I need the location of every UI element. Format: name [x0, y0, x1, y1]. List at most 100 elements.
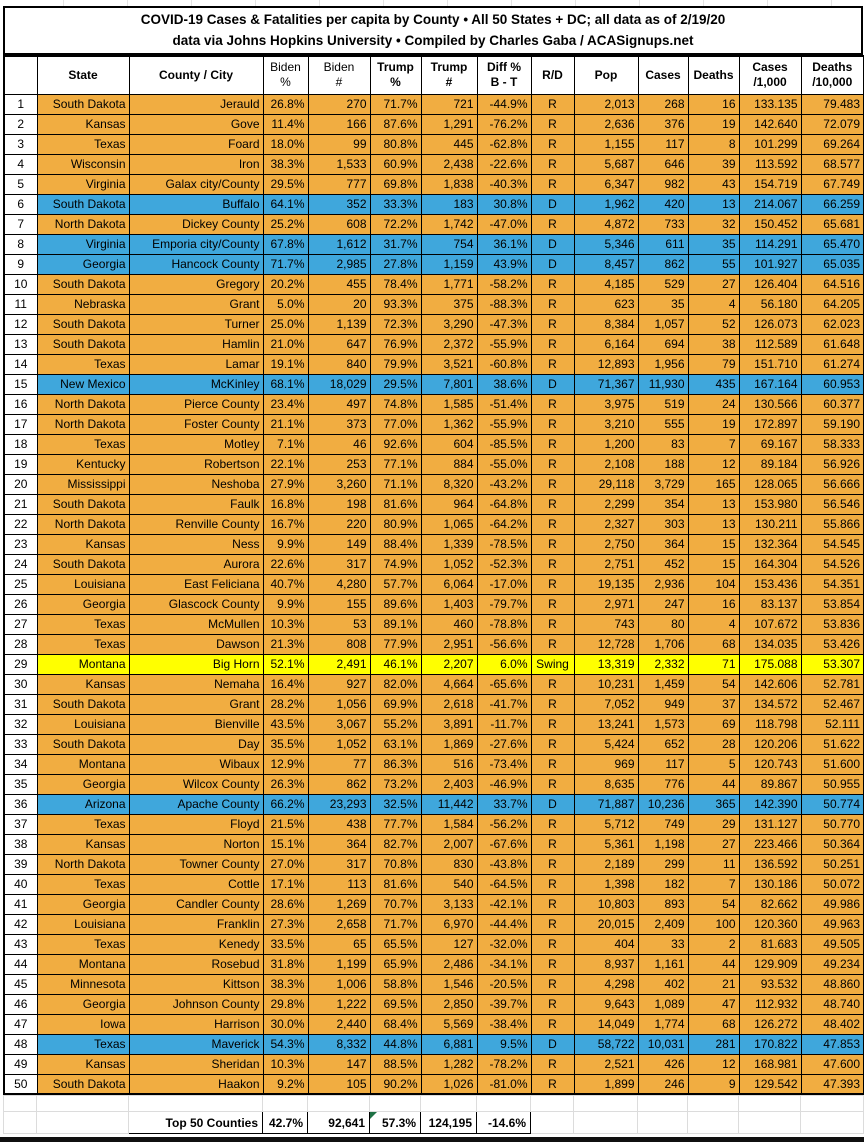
data-cell[interactable]: Georgia [36, 993, 130, 1015]
data-cell[interactable]: 60.377 [800, 393, 864, 415]
data-cell[interactable]: 733 [637, 213, 689, 235]
data-cell[interactable]: 93.3% [369, 293, 422, 315]
data-cell[interactable]: 246 [637, 1073, 689, 1095]
data-cell[interactable]: 927 [307, 673, 371, 695]
data-cell[interactable]: 149 [307, 533, 371, 555]
data-cell[interactable]: 78.4% [369, 273, 422, 295]
data-cell[interactable]: -56.6% [476, 633, 532, 655]
data-cell[interactable]: Grant [128, 293, 264, 315]
data-cell[interactable]: Kansas [36, 533, 130, 555]
data-cell[interactable]: 35.5% [262, 733, 309, 755]
data-cell[interactable]: -34.1% [476, 953, 532, 975]
data-cell[interactable]: 153.980 [738, 493, 802, 515]
data-cell[interactable]: Texas [36, 353, 130, 375]
data-cell[interactable]: 15.1% [262, 833, 309, 855]
data-cell[interactable]: 58.333 [800, 433, 864, 455]
data-cell[interactable]: 2,618 [420, 693, 478, 715]
data-cell[interactable]: 1,771 [420, 273, 478, 295]
data-cell[interactable]: -67.6% [476, 833, 532, 855]
data-cell[interactable]: Montana [36, 953, 130, 975]
data-cell[interactable]: 24 [687, 393, 740, 415]
data-cell[interactable]: 48.402 [800, 1013, 864, 1035]
data-cell[interactable]: Neshoba [128, 473, 264, 495]
data-cell[interactable]: 31.7% [369, 233, 422, 255]
data-cell[interactable]: 60.953 [800, 373, 864, 395]
row-number-cell[interactable]: 5 [3, 173, 38, 195]
data-cell[interactable]: 29.5% [369, 373, 422, 395]
data-cell[interactable]: 105 [307, 1073, 371, 1095]
data-cell[interactable]: McMullen [128, 613, 264, 635]
data-cell[interactable]: 2,438 [420, 153, 478, 175]
data-cell[interactable]: 68.4% [369, 1013, 422, 1035]
data-cell[interactable]: D [530, 793, 575, 815]
row-number-cell[interactable]: 44 [3, 953, 38, 975]
data-cell[interactable]: 54.526 [800, 553, 864, 575]
data-cell[interactable]: 33.7% [476, 793, 532, 815]
data-cell[interactable]: Texas [36, 1033, 130, 1055]
data-cell[interactable]: 16.8% [262, 493, 309, 515]
row-number-cell[interactable]: 30 [3, 673, 38, 695]
data-cell[interactable]: R [530, 433, 575, 455]
data-cell[interactable]: 1,838 [420, 173, 478, 195]
data-cell[interactable]: 142.390 [738, 793, 802, 815]
row-number-cell[interactable]: 45 [3, 973, 38, 995]
data-cell[interactable]: 2,750 [573, 533, 639, 555]
data-cell[interactable]: 69.167 [738, 433, 802, 455]
data-cell[interactable]: 3,729 [637, 473, 689, 495]
data-cell[interactable]: 364 [307, 833, 371, 855]
data-cell[interactable]: 13 [687, 193, 740, 215]
data-cell[interactable]: 375 [420, 293, 478, 315]
data-cell[interactable]: 1,200 [573, 433, 639, 455]
data-cell[interactable]: R [530, 93, 575, 115]
data-cell[interactable]: R [530, 393, 575, 415]
data-cell[interactable]: Harrison [128, 1013, 264, 1035]
data-cell[interactable]: 54.351 [800, 573, 864, 595]
data-cell[interactable]: South Dakota [36, 273, 130, 295]
col-header-deaths[interactable]: Deaths [687, 55, 740, 95]
data-cell[interactable]: 60.9% [369, 153, 422, 175]
data-cell[interactable]: 89.1% [369, 613, 422, 635]
data-cell[interactable]: 104 [687, 573, 740, 595]
data-cell[interactable]: South Dakota [36, 493, 130, 515]
data-cell[interactable]: 2,207 [420, 653, 478, 675]
data-cell[interactable]: 31.8% [262, 953, 309, 975]
data-cell[interactable]: 1,362 [420, 413, 478, 435]
row-number-cell[interactable]: 18 [3, 433, 38, 455]
data-cell[interactable]: Georgia [36, 773, 130, 795]
data-cell[interactable]: -76.2% [476, 113, 532, 135]
data-cell[interactable]: 7 [687, 873, 740, 895]
data-cell[interactable]: R [530, 293, 575, 315]
data-cell[interactable]: 54.3% [262, 1033, 309, 1055]
data-cell[interactable]: 79.9% [369, 353, 422, 375]
data-cell[interactable]: Texas [36, 873, 130, 895]
data-cell[interactable]: 354 [637, 493, 689, 515]
data-cell[interactable]: 69.8% [369, 173, 422, 195]
data-cell[interactable]: R [530, 413, 575, 435]
data-cell[interactable]: 1,291 [420, 113, 478, 135]
data-cell[interactable]: 268 [637, 93, 689, 115]
data-cell[interactable]: 1,573 [637, 713, 689, 735]
data-cell[interactable]: 303 [637, 513, 689, 535]
data-cell[interactable]: 113.592 [738, 153, 802, 175]
data-cell[interactable]: East Feliciana [128, 573, 264, 595]
data-cell[interactable]: Georgia [36, 893, 130, 915]
data-cell[interactable]: Grant [128, 693, 264, 715]
data-cell[interactable]: New Mexico [36, 373, 130, 395]
data-cell[interactable]: R [530, 853, 575, 875]
data-cell[interactable]: 56.546 [800, 493, 864, 515]
data-cell[interactable]: 376 [637, 113, 689, 135]
data-cell[interactable]: 136.592 [738, 853, 802, 875]
data-cell[interactable]: 74.9% [369, 553, 422, 575]
data-cell[interactable]: 7 [687, 433, 740, 455]
row-number-cell[interactable]: 22 [3, 513, 38, 535]
data-cell[interactable]: 1,052 [420, 553, 478, 575]
data-cell[interactable]: 59.190 [800, 413, 864, 435]
data-cell[interactable]: 2,327 [573, 513, 639, 535]
data-cell[interactable]: 1,869 [420, 733, 478, 755]
data-cell[interactable]: 299 [637, 853, 689, 875]
data-cell[interactable]: 8 [687, 133, 740, 155]
data-cell[interactable]: -62.8% [476, 133, 532, 155]
data-cell[interactable]: 1,546 [420, 973, 478, 995]
data-cell[interactable]: 964 [420, 493, 478, 515]
data-cell[interactable]: Texas [36, 613, 130, 635]
